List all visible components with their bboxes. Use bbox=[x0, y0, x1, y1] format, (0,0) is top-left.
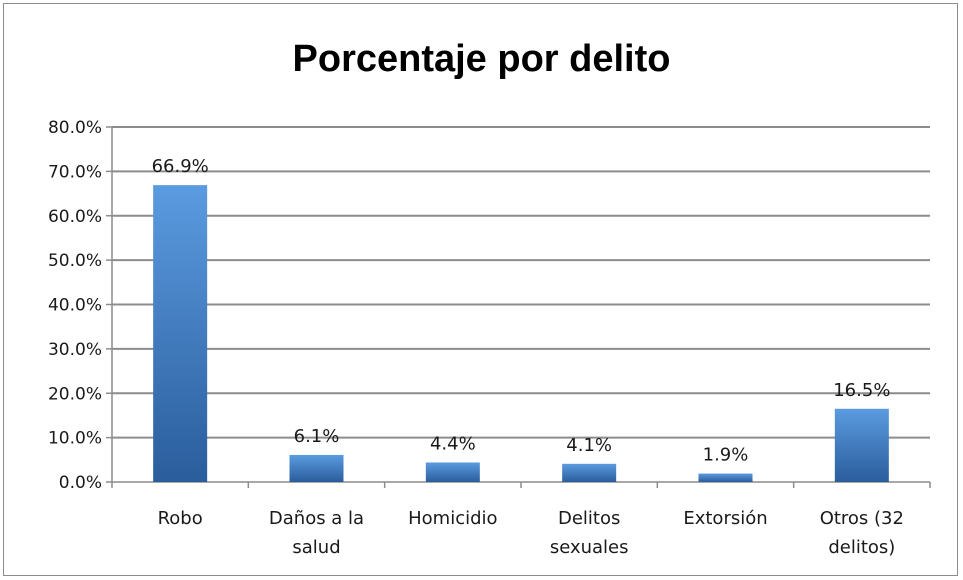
bar bbox=[698, 473, 753, 482]
x-tick-label: Delitos sexuales bbox=[550, 508, 629, 558]
bar bbox=[289, 454, 344, 482]
data-label: 16.5% bbox=[833, 380, 890, 401]
bar bbox=[153, 185, 208, 482]
y-tick-label: 70.0% bbox=[48, 162, 102, 182]
y-tick-label: 0.0% bbox=[59, 473, 102, 493]
data-labels: 66.9% 6.1% 4.4% 4.1% 1.9% 16.5% bbox=[152, 156, 891, 465]
data-label: 1.9% bbox=[703, 445, 749, 466]
bar bbox=[425, 462, 480, 482]
data-label: 66.9% bbox=[152, 156, 209, 177]
x-tick-label: Robo bbox=[158, 508, 203, 529]
y-tick-label: 40.0% bbox=[48, 296, 102, 316]
chart-title: Porcentaje por delito bbox=[292, 38, 671, 80]
x-tick-label: Daños a la salud bbox=[269, 508, 364, 558]
bar bbox=[834, 408, 889, 482]
data-label: 6.1% bbox=[294, 426, 340, 447]
gridlines bbox=[112, 126, 930, 439]
x-tick-label: Extorsión bbox=[683, 508, 767, 529]
data-label: 4.1% bbox=[566, 435, 612, 456]
y-tick-label: 80.0% bbox=[48, 118, 102, 138]
y-tick-label: 10.0% bbox=[48, 429, 102, 449]
y-tick-label: 60.0% bbox=[48, 207, 102, 227]
x-tick-label: Otros (32 delitos) bbox=[820, 508, 904, 558]
y-tick-label: 30.0% bbox=[48, 340, 102, 360]
y-tick-label: 50.0% bbox=[48, 251, 102, 271]
bars bbox=[153, 185, 889, 482]
data-label: 4.4% bbox=[430, 433, 476, 454]
y-tick-label: 20.0% bbox=[48, 384, 102, 404]
x-axis: Robo Daños a la salud Homicidio Delitos sexua… bbox=[111, 481, 931, 558]
bar bbox=[562, 463, 617, 482]
x-tick-label: Homicidio bbox=[408, 508, 497, 529]
y-axis: 0.0% 10.0% 20.0% 30.0% 40.0% 50.0% 60.0% 70.0% 8… bbox=[48, 118, 113, 493]
